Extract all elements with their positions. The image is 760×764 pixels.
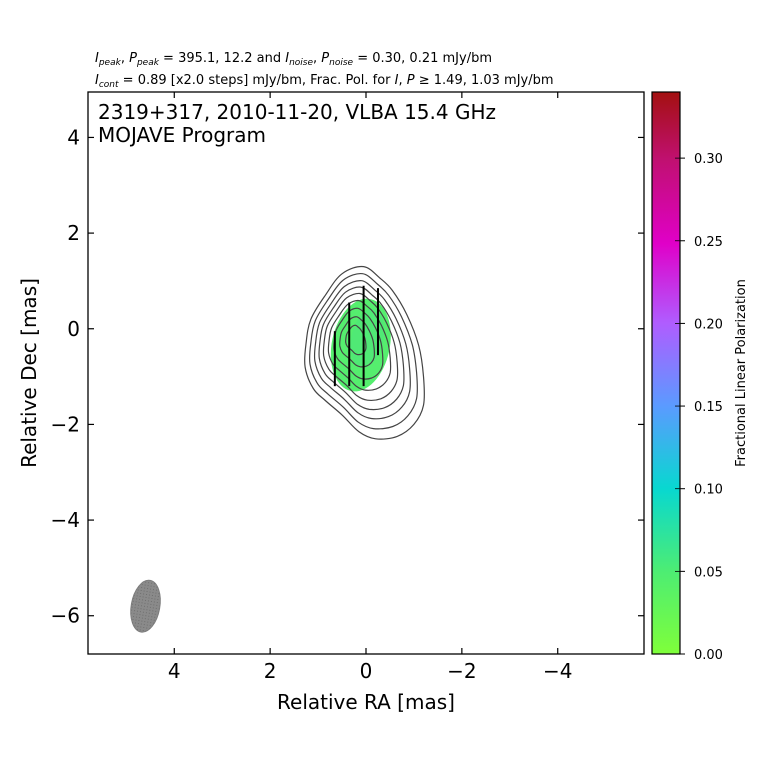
contour-level-1 <box>304 265 426 440</box>
y-axis-label: Relative Dec [mas] <box>17 278 41 468</box>
colorbar-tick-label: 0.05 <box>694 565 723 580</box>
y-tick-label: 2 <box>67 221 80 245</box>
colorbar-tick-label: 0.00 <box>694 648 723 663</box>
header-line-1: Ipeak, Ppeak = 395.1, 12.2 and Inoise, P… <box>95 51 492 68</box>
contour-level-5 <box>322 292 399 401</box>
plot-title-line-1: 2319+317, 2010-11-20, VLBA 15.4 GHz <box>98 100 496 124</box>
x-tick-label: 4 <box>168 659 181 683</box>
x-tick-label: −4 <box>543 659 572 683</box>
axis-ticks: 4 2 0 −2 −4 4 2 0 −2 −4 −6 <box>51 92 644 683</box>
colorbar-tick-label: 0.20 <box>694 317 723 332</box>
colorbar-tick-label: 0.15 <box>694 400 723 415</box>
y-tick-label: 4 <box>67 125 80 149</box>
x-tick-label: 0 <box>360 659 373 683</box>
y-tick-label: −2 <box>51 412 80 436</box>
polarization-fill-core <box>350 308 385 368</box>
contour-level-2 <box>308 272 418 430</box>
colorbar-tick-label: 0.10 <box>694 483 723 498</box>
colorbar-label: Fractional Linear Polarization <box>734 279 749 467</box>
beam-ellipse <box>130 579 161 633</box>
colorbar-tick-label: 0.30 <box>694 152 723 167</box>
x-axis-label: Relative RA [mas] <box>277 690 455 714</box>
x-tick-label: −2 <box>447 659 476 683</box>
contour-level-6 <box>327 299 392 391</box>
y-tick-label: −4 <box>51 508 80 532</box>
header-line-2: Icont = 0.89 [x2.0 steps] mJy/bm, Frac. … <box>95 73 554 90</box>
contour-level-9 <box>345 324 367 356</box>
y-tick-label: −6 <box>51 604 80 628</box>
y-tick-label: 0 <box>67 317 80 341</box>
plot-content <box>130 265 426 633</box>
colorbar <box>651 91 681 655</box>
colorbar-ticks: 0.00 0.05 0.10 0.15 0.20 0.25 0.30 <box>675 152 723 663</box>
colorbar-tick-label: 0.25 <box>694 235 723 250</box>
contour-level-3 <box>313 280 411 420</box>
x-tick-label: 2 <box>264 659 277 683</box>
plot-title-line-2: MOJAVE Program <box>98 123 266 147</box>
contour-level-4 <box>318 286 405 411</box>
